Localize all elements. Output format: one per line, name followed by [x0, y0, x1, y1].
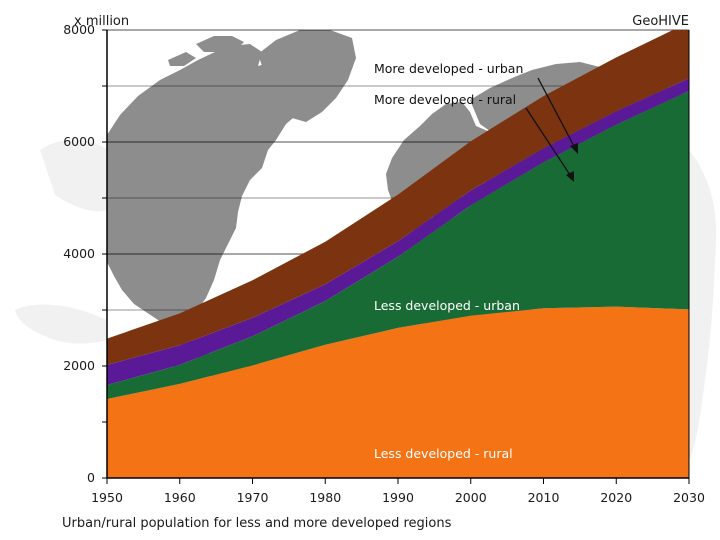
annotation-less-developed-urban: Less developed - urban [374, 298, 520, 313]
x-tick-label-2000: 2000 [455, 490, 487, 505]
unit-label: x million [74, 14, 129, 29]
map-greenland [258, 30, 356, 122]
area-less-developed-rural [107, 306, 689, 478]
arrowhead-more-developed-rural [566, 171, 574, 182]
x-tick-label-1970: 1970 [237, 490, 269, 505]
annotation-more-developed-rural: More developed - rural [374, 92, 516, 107]
x-tick-label-1980: 1980 [309, 490, 341, 505]
arrow-more-developed-rural [525, 107, 573, 179]
x-tick-label-2020: 2020 [600, 490, 632, 505]
y-tick-label-6000: 6000 [63, 134, 95, 149]
annotation-less-developed-rural: Less developed - rural [374, 446, 513, 461]
arrow-more-developed-urban [537, 77, 577, 151]
chart-title: Urban/rural population for less and more… [62, 516, 452, 531]
source-label: GeoHIVE [632, 14, 689, 29]
x-tick-label-1960: 1960 [164, 490, 196, 505]
area-less-developed-urban [107, 91, 689, 399]
area-layer [107, 30, 689, 478]
faded-map-backdrop [15, 139, 717, 460]
x-tick-label-2030: 2030 [673, 490, 705, 505]
y-tick-label-8000: 8000 [63, 22, 95, 37]
x-tick-label-2010: 2010 [528, 490, 560, 505]
area-more-developed-urban [107, 30, 689, 365]
arrowhead-more-developed-urban [570, 143, 578, 154]
x-tick-label-1950: 1950 [91, 490, 123, 505]
area-more-developed-rural [107, 78, 689, 385]
annotation-more-developed-urban: More developed - urban [374, 61, 523, 76]
y-tick-label-2000: 2000 [63, 358, 95, 373]
y-tick-label-0: 0 [87, 470, 95, 485]
map-north-america [107, 44, 318, 332]
x-tick-label-1990: 1990 [382, 490, 414, 505]
tick-layer: 1950 1960 1970 1980 1990 2000 2010 2020 2030 0 200… [63, 22, 705, 505]
y-tick-label-4000: 4000 [63, 246, 95, 261]
map-arctic-islands [168, 36, 244, 66]
